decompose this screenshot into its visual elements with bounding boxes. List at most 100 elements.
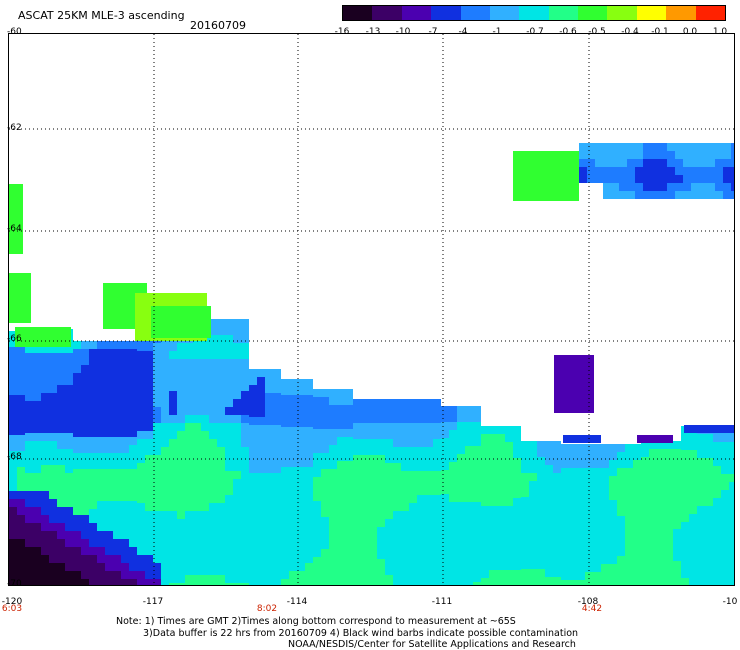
data-cell	[665, 497, 673, 505]
green-patch	[9, 273, 31, 323]
data-cell	[577, 444, 585, 452]
data-cell	[265, 377, 273, 385]
data-cell	[505, 578, 513, 585]
data-cell	[81, 515, 89, 523]
data-cell	[169, 431, 177, 439]
data-cell	[417, 559, 425, 567]
data-cell	[521, 497, 529, 505]
data-cell	[561, 500, 569, 508]
data-cell	[465, 422, 473, 430]
data-cell	[225, 519, 233, 527]
data-cell	[89, 501, 97, 509]
data-cell	[321, 485, 329, 493]
data-cell	[121, 429, 129, 437]
data-cell	[89, 437, 97, 445]
data-cell	[497, 538, 505, 546]
data-cell	[377, 535, 385, 543]
data-cell	[73, 515, 81, 523]
data-cell	[497, 562, 505, 570]
data-cell	[105, 579, 113, 585]
data-cell	[193, 463, 201, 471]
data-cell	[345, 389, 353, 397]
data-cell	[635, 175, 643, 183]
data-cell	[65, 449, 73, 457]
data-cell	[289, 475, 297, 483]
data-cell	[689, 482, 697, 490]
data-cell	[73, 555, 81, 563]
data-cell	[241, 423, 249, 431]
map-panel	[8, 33, 735, 586]
data-cell	[129, 357, 137, 365]
data-cell	[587, 175, 595, 183]
data-cell	[473, 470, 481, 478]
data-cell	[193, 391, 201, 399]
data-cell	[201, 551, 209, 559]
data-cell	[201, 383, 209, 391]
data-cell	[73, 397, 81, 405]
data-cell	[721, 522, 729, 530]
data-cell	[81, 461, 89, 469]
data-cell	[281, 499, 289, 507]
data-cell	[185, 479, 193, 487]
data-cell	[81, 485, 89, 493]
data-cell	[73, 445, 81, 453]
data-cell	[601, 524, 609, 532]
data-cell	[209, 551, 217, 559]
data-cell	[633, 524, 641, 532]
data-cell	[721, 546, 729, 554]
data-cell	[129, 547, 137, 555]
data-cell	[89, 539, 97, 547]
data-cell	[185, 407, 193, 415]
data-cell	[97, 547, 105, 555]
data-cell	[33, 441, 41, 449]
data-cell	[305, 467, 313, 475]
data-cell	[595, 175, 603, 183]
green-patch	[9, 184, 23, 254]
data-cell	[257, 369, 265, 377]
data-cell	[425, 407, 433, 415]
data-cell	[57, 579, 65, 585]
data-cell	[113, 429, 121, 437]
data-cell	[233, 503, 241, 511]
data-cell	[129, 429, 137, 437]
data-cell	[113, 445, 121, 453]
data-cell	[601, 548, 609, 556]
data-cell	[569, 556, 577, 564]
data-cell	[545, 473, 553, 481]
data-cell	[489, 530, 497, 538]
data-cell	[49, 441, 57, 449]
data-cell	[105, 341, 113, 349]
data-cell	[121, 397, 129, 405]
data-cell	[233, 479, 241, 487]
data-cell	[699, 143, 707, 151]
data-cell	[257, 561, 265, 569]
data-cell	[401, 447, 409, 455]
data-cell	[273, 561, 281, 569]
data-cell	[481, 442, 489, 450]
data-cell	[473, 566, 481, 574]
data-cell	[177, 543, 185, 551]
data-cell	[281, 467, 289, 475]
data-cell	[505, 426, 513, 434]
data-cell	[185, 583, 193, 585]
data-cell	[697, 570, 705, 578]
data-cell	[41, 417, 49, 425]
data-cell	[17, 371, 25, 379]
data-cell	[33, 571, 41, 579]
data-cell	[409, 543, 417, 551]
data-cell	[33, 393, 41, 401]
data-cell	[321, 469, 329, 477]
data-cell	[145, 399, 153, 407]
data-cell	[537, 561, 545, 569]
data-cell	[353, 495, 361, 503]
data-cell	[233, 567, 241, 575]
data-cell	[617, 468, 625, 476]
data-cell	[441, 542, 449, 550]
data-cell	[353, 511, 361, 519]
data-cell	[393, 559, 401, 567]
data-cell	[225, 495, 233, 503]
data-cell	[265, 409, 273, 417]
data-cell	[657, 481, 665, 489]
data-cell	[97, 477, 105, 485]
data-cell	[433, 471, 441, 479]
